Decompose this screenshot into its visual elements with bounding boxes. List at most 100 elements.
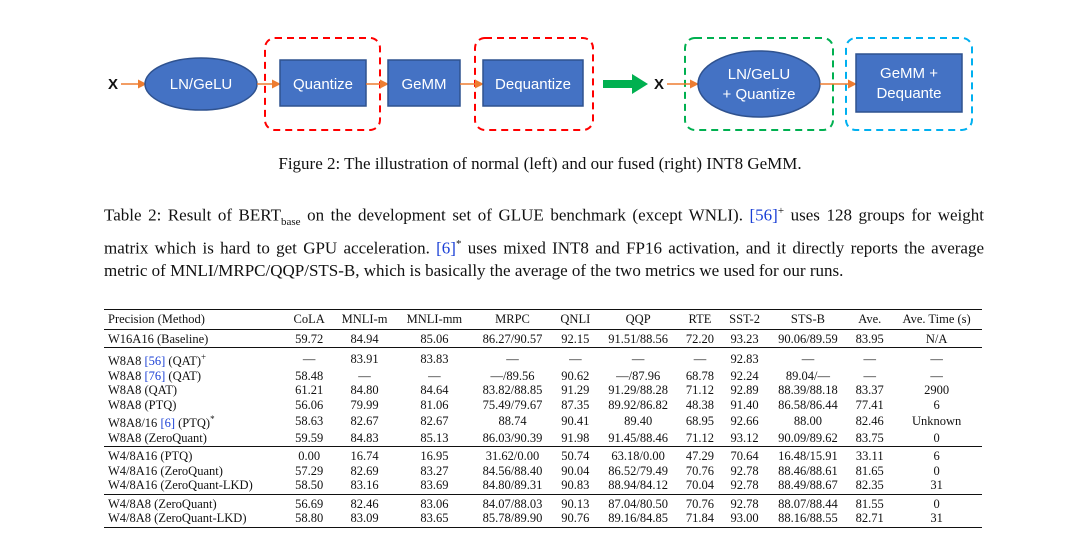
value-cell: — [358, 368, 371, 383]
caption-text-2: on the development set of GLUE benchmark… [300, 205, 750, 225]
table-row-group: W4/8A8 (ZeroQuant) 56.69 82.46 83.06 84.07/8… [104, 494, 982, 528]
value-cell: — [506, 352, 519, 367]
value-cell: 89.16/84.85 [597, 511, 679, 528]
value-cell: 88.00 [793, 414, 822, 429]
caption-sup-star: * [455, 238, 462, 251]
value-cell: 84.80 [350, 383, 379, 398]
caption-text-1: Table 2: Result of BERT [104, 205, 281, 225]
value-cell: 16.74 [350, 449, 379, 464]
value-cell: 88.49/88.67 [767, 478, 849, 495]
fused-gemm-label-line1: GeMM + [880, 65, 938, 82]
value-cell: 87.04/80.50 [608, 496, 669, 511]
value-cell: 92.24 [730, 368, 759, 383]
value-cell: 63.18/0.00 [611, 449, 665, 464]
citation-link[interactable]: [56] [144, 354, 166, 369]
table-caption: Table 2: Result of BERTbase on the devel… [104, 200, 984, 282]
value-cell: 59.59 [285, 430, 333, 448]
value-cell: 16.48/15.91 [778, 449, 838, 464]
method-text: (PTQ) [175, 416, 211, 431]
method-text: (QAT) [165, 368, 202, 383]
table-row: W4/8A8 (ZeroQuant) 56.69 82.46 83.06 84.07/8… [104, 494, 982, 511]
caption-text-4: uses mixed INT8 and FP16 activation, and… [104, 238, 984, 280]
method-cell: W4/8A16 (ZeroQuant) [108, 463, 223, 478]
table-row: W4/8A8 (ZeroQuant-LKD) 58.80 83.09 83.65 85.… [104, 511, 982, 528]
value-cell: 83.06 [420, 496, 449, 511]
method-cell: W8A8 [56] (QAT)+ [104, 348, 286, 369]
fused-gemm-dequant-node [855, 53, 963, 113]
table-row: W8A8 (QAT) 61.21 84.80 84.64 83.82/88.85 91.2… [104, 383, 982, 398]
caption-sup-plus: + [777, 205, 785, 217]
value-cell: 89.92/86.82 [608, 397, 669, 412]
value-cell: 83.82/88.85 [482, 383, 543, 398]
value-cell: 92.15 [552, 329, 598, 348]
caption-text-3: uses 128 groups for weight matrix which … [104, 205, 984, 258]
caption-subscript: base [280, 216, 301, 229]
value-cell: 90.41 [561, 414, 590, 429]
dequantize-node [482, 59, 584, 107]
value-cell: 93.23 [721, 329, 768, 348]
value-cell: 90.62 [561, 368, 590, 383]
value-cell: 70.76 [685, 496, 715, 511]
citation-link-56[interactable]: [56] [749, 205, 778, 225]
value-cell: Unknown [911, 414, 962, 429]
value-cell: 83.65 [396, 511, 473, 528]
column-header: Ave. Time (s) [891, 309, 982, 330]
citation-link-6[interactable]: [6] [436, 238, 456, 258]
value-cell: 91.29/88.28 [608, 383, 669, 398]
table-row: W8A8 (ZeroQuant) 59.59 84.83 85.13 86.03/90.… [104, 430, 982, 448]
value-cell: 70.76 [685, 463, 715, 478]
method-text: W8A8/16 [108, 416, 161, 431]
table-row: W8A8 [56] (QAT)+ — 83.91 83.83 — — — — 92.83 — — — [104, 348, 982, 369]
value-cell: 16.95 [420, 449, 449, 464]
table-row: W4/8A16 (PTQ) 0.00 16.74 16.95 31.62/0.00 50.… [104, 447, 982, 464]
value-cell: 72.20 [678, 329, 722, 348]
value-cell: 48.38 [685, 397, 715, 412]
column-header: CoLA [285, 309, 333, 330]
method-superscript: * [210, 414, 215, 425]
value-cell: 82.67 [420, 414, 449, 429]
value-cell: 91.45/88.46 [597, 430, 679, 448]
value-cell: 70.04 [678, 478, 722, 495]
fused-ln-quantize-node [697, 50, 821, 118]
column-header: RTE [678, 309, 722, 330]
value-cell: 82.46 [855, 414, 884, 429]
value-cell: — [863, 368, 876, 383]
value-cell: 61.21 [295, 383, 324, 398]
value-cell: 84.64 [420, 383, 449, 398]
fused-ln-label-line1: LN/GeLU [728, 66, 791, 83]
value-cell: N/A [891, 329, 982, 348]
value-cell: 84.94 [332, 329, 397, 348]
value-cell: 86.52/79.49 [608, 463, 669, 478]
value-cell: 83.37 [855, 383, 884, 398]
value-cell: 58.80 [285, 511, 333, 528]
value-cell: 83.75 [848, 430, 892, 448]
value-cell: 31 [891, 511, 982, 528]
value-cell: 87.35 [561, 397, 590, 412]
value-cell: 86.58/86.44 [778, 397, 838, 412]
value-cell: —/89.56 [490, 368, 535, 383]
quantize-node [279, 59, 367, 107]
value-cell: 84.83 [332, 430, 397, 448]
value-cell: 86.27/90.57 [472, 329, 553, 348]
value-cell: 84.56/88.40 [482, 463, 543, 478]
value-cell: 0 [933, 496, 940, 511]
value-cell: 93.12 [721, 430, 768, 448]
value-cell: 75.49/79.67 [482, 397, 543, 412]
value-cell: 70.64 [730, 449, 759, 464]
value-cell: 0 [933, 463, 940, 478]
table-row: W4/8A16 (ZeroQuant) 57.29 82.69 83.27 84.56/… [104, 464, 982, 479]
citation-link[interactable]: [6] [160, 416, 176, 431]
method-cell: W8A8 (PTQ) [108, 397, 177, 412]
value-cell: 91.98 [552, 430, 598, 448]
method-text: W8A8 [108, 368, 145, 383]
input-x-right: X [654, 76, 664, 93]
method-cell: W8A8/16 [6] (PTQ)* [104, 412, 286, 431]
value-cell: 33.11 [855, 449, 884, 464]
citation-link[interactable]: [76] [144, 368, 166, 383]
value-cell: 92.78 [730, 463, 759, 478]
value-cell: — [569, 352, 582, 367]
column-header: QQP [597, 309, 679, 330]
value-cell: — [863, 352, 876, 367]
value-cell: 91.51/88.56 [597, 329, 679, 348]
input-x-left: X [108, 76, 118, 93]
